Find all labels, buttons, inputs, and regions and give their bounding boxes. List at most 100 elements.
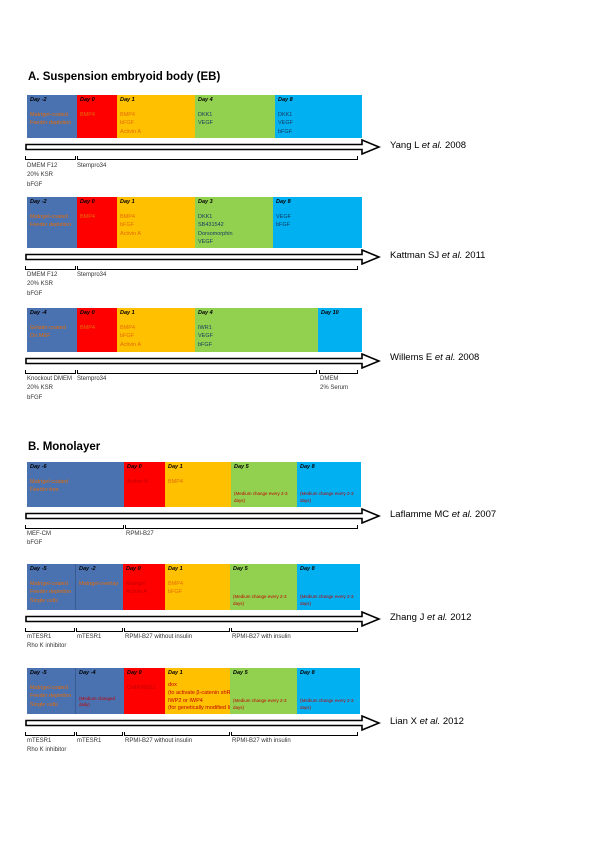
media-span-bracket — [77, 370, 317, 374]
citation: Kattman SJ et al. 2011 — [390, 250, 485, 261]
stage-block: Day 0 Matrigel Activin A — [123, 564, 165, 610]
media-label: RPMI-B27 with insulin — [232, 634, 291, 640]
stage-content: BMP4 bFGF Activin A — [120, 112, 142, 135]
stage-block: Day 8 (Medium change every 2-3 days) — [297, 564, 360, 610]
stage-day-label: Day -2 — [30, 97, 47, 103]
stage-day-label: Day 1 — [168, 670, 183, 676]
stage-content: Matrigel Activin A — [126, 581, 148, 596]
stage-block: Day 0 BMP4 — [77, 95, 117, 138]
citation-etal: et al. — [421, 140, 443, 151]
stage-day-label: Day -4 — [30, 310, 47, 316]
stage-block: Day -4 (Medium changed daily) — [75, 668, 124, 714]
stage-content: (Medium change every 2-3 days) — [300, 594, 354, 606]
stage-content: VEGF bFGF — [276, 214, 291, 229]
stage-day-label: Day 1 — [120, 199, 135, 205]
stage-block: Day -2 Matrigel-coated Feeder depletion — [27, 95, 77, 138]
stage-content: BMP4 — [80, 325, 95, 332]
stage-content-line: IWP2 or IWP4 — [168, 697, 203, 704]
stage-day-label: Day 4 — [198, 97, 213, 103]
media-span-bracket — [76, 628, 123, 632]
timeline-arrow-icon — [25, 353, 381, 369]
citation-authors: Kattman SJ — [390, 250, 440, 261]
citation-year: 2008 — [458, 352, 480, 363]
stage-content: Matrigel-coated Feeder depletion Single … — [30, 685, 72, 708]
citation: Laflamme MC et al. 2007 — [390, 509, 496, 520]
timeline-arrow-icon — [25, 611, 381, 627]
stage-day-label: Day -5 — [30, 566, 47, 572]
citation: Yang L et al. 2008 — [390, 140, 466, 151]
stage-content: BMP4 bFGF Activin A — [120, 325, 142, 348]
stage-content: (Medium change every 2-3 days) — [233, 594, 287, 606]
stage-day-label: Day -4 — [79, 670, 96, 676]
stage-block: Day 0 Activin A — [124, 462, 165, 507]
citation-authors: Yang L — [390, 140, 420, 151]
stage-block: Day 1 BMP4 bFGF Activin A — [117, 197, 195, 248]
timeline-arrow-icon — [25, 139, 381, 155]
media-span-bracket — [231, 732, 358, 736]
stage-content: CHIR99021 — [127, 685, 156, 692]
stage-day-label: Day 1 — [120, 97, 135, 103]
stage-day-label: Day 1 — [168, 464, 183, 470]
stage-content: Matrigel-overlay — [79, 581, 119, 588]
stage-content: BMP4 — [168, 479, 183, 486]
media-label: RPMI-B27 — [126, 531, 154, 537]
media-span-bracket — [231, 628, 358, 632]
media-span-bracket — [25, 266, 76, 270]
citation-year: 2011 — [465, 250, 486, 261]
stage-day-label: Day 8 — [276, 199, 291, 205]
stage-block: Day 8 DKK1 VEGF bFGF — [275, 95, 362, 138]
stage-block: Day 5 (Medium change every 2-3 days) — [231, 462, 297, 507]
stage-block: Day 8 (Medium change every 2-3 days) — [297, 668, 360, 714]
stage-content: (Medium changed daily) — [79, 696, 116, 708]
stage-content: BMP4 bFGF — [168, 581, 183, 596]
stage-content: BMP4 — [80, 112, 95, 119]
stage-block: Day -2 Matrigel-overlay — [75, 564, 123, 610]
stage-content: (Medium change every 2-3 days) — [233, 698, 287, 710]
section-b-title: B. Monolayer — [28, 441, 101, 453]
stage-day-label: Day 0 — [80, 97, 95, 103]
stage-block: Day 1 BMP4 bFGF Activin A — [117, 95, 195, 138]
stage-day-label: Day 8 — [278, 97, 293, 103]
citation-authors: Zhang J — [390, 612, 425, 623]
stage-block: Day 1 BMP4 bFGF — [165, 564, 230, 610]
citation-etal: et al. — [426, 612, 448, 623]
citation-year: 2007 — [475, 509, 497, 520]
stage-block: Day 4 DKK1 VEGF — [195, 95, 275, 138]
stage-day-label: Day 5 — [233, 670, 248, 676]
stage-block: Day -5 Matrigel-coated Feeder depletion … — [27, 668, 75, 714]
stage-day-label: Day -2 — [30, 199, 47, 205]
stage-block: Day -5 Matrigel-coated Feeder depletion … — [27, 564, 75, 610]
stage-block: Day 8 (Medium change every 2-3 days) — [297, 462, 361, 507]
stage-day-label: Day 3 — [198, 199, 213, 205]
media-span-bracket — [25, 628, 75, 632]
citation-etal: et al. — [451, 509, 473, 520]
stage-content: BMP4 bFGF Activin A — [120, 214, 142, 237]
stage-content-line: dox — [168, 682, 177, 689]
media-label: MEF-CM bFGF — [27, 531, 51, 547]
stage-content: DKK1 VEGF — [198, 112, 213, 127]
stage-content: DKK1 VEGF bFGF — [278, 112, 293, 135]
stage-content: Activin A — [127, 479, 149, 486]
stage-day-label: Day 0 — [127, 670, 142, 676]
timeline-arrow-icon — [25, 508, 381, 524]
stage-day-label: Day -6 — [30, 464, 47, 470]
stage-day-label: Day 0 — [127, 464, 142, 470]
media-span-bracket — [25, 525, 124, 529]
media-span-bracket — [319, 370, 358, 374]
citation-year: 2008 — [444, 140, 467, 151]
stage-day-label: Day 4 — [198, 310, 213, 316]
citation-year: 2012 — [450, 612, 472, 623]
stage-block: Day 0 BMP4 — [77, 197, 117, 248]
stage-day-label: Day 8 — [300, 464, 315, 470]
stage-content: dox (to activate β-catenin shRNA) IWP2 o… — [168, 682, 230, 713]
media-span-bracket — [25, 732, 75, 736]
media-span-bracket — [125, 525, 358, 529]
media-span-bracket — [124, 732, 230, 736]
stage-day-label: Day 1 — [168, 566, 183, 572]
stage-content: BMP4 — [80, 214, 95, 221]
media-label: DMEM F12 20% KSR bFGF — [27, 272, 58, 297]
stage-block: Day -2 Matrigel-coated Feeder depletion — [27, 197, 77, 248]
stage-block: Day 1 BMP4 bFGF Activin A — [117, 308, 195, 352]
stage-block: Day 3 DKK1 SB431542 Dorsomorphin VEGF — [195, 197, 273, 248]
